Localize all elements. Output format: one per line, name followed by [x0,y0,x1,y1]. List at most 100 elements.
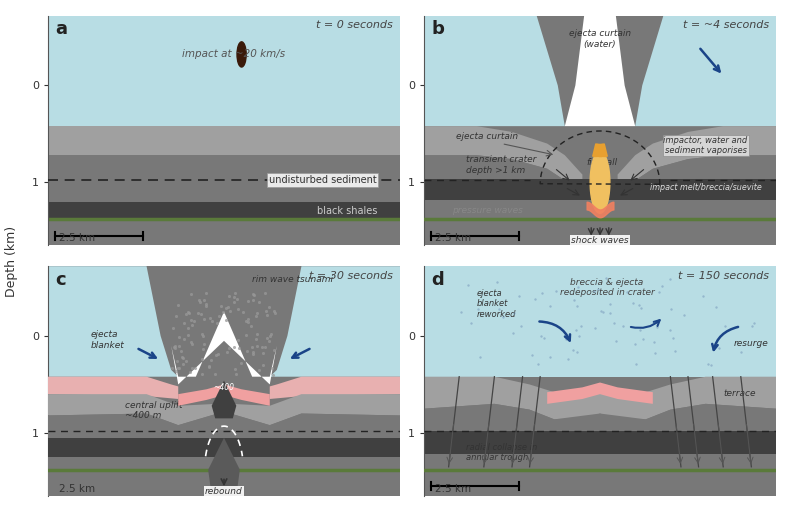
Point [635,304,648,312]
Point [197,332,210,340]
Point [202,362,215,371]
Polygon shape [48,470,400,496]
Point [199,300,212,308]
Point [713,344,726,352]
Polygon shape [48,438,400,457]
Polygon shape [424,219,776,245]
Point [663,275,676,283]
Point [710,303,722,312]
Text: ~400: ~400 [214,383,234,392]
Point [232,336,245,345]
Point [251,341,264,350]
Point [264,331,277,340]
Point [169,341,182,350]
Point [186,321,198,329]
Point [587,287,600,295]
Point [210,351,222,360]
Point [173,333,186,341]
Polygon shape [48,377,178,399]
Point [232,305,245,313]
Point [250,330,263,338]
Point [259,307,272,316]
Text: fireball: fireball [586,158,618,167]
Point [464,318,477,327]
Polygon shape [618,126,776,197]
Point [261,334,274,342]
Point [747,319,760,327]
Text: rebound: rebound [205,487,243,496]
Point [184,367,197,376]
Point [242,315,255,323]
Point [173,341,186,350]
Point [228,342,241,351]
Point [669,347,682,355]
Point [633,326,646,335]
Point [229,365,242,373]
Point [630,360,642,368]
Point [263,337,276,345]
Polygon shape [424,200,776,219]
Point [224,307,237,315]
Point [665,305,678,313]
Point [570,326,582,334]
Point [246,290,259,298]
Polygon shape [48,16,400,126]
Point [697,292,710,300]
Point [228,298,241,306]
Polygon shape [424,377,776,419]
Point [250,335,262,343]
Point [208,370,221,378]
Point [536,289,549,297]
Polygon shape [424,266,776,496]
Polygon shape [171,312,277,384]
Text: central uplift
~400 m: central uplift ~400 m [126,401,183,420]
Point [227,292,240,301]
Polygon shape [48,411,400,445]
Point [175,352,188,361]
Point [182,324,194,333]
Point [617,322,630,330]
Point [664,325,677,334]
Point [173,364,186,372]
Point [174,347,187,355]
Point [170,367,182,375]
Point [204,357,217,365]
Text: d: d [431,271,444,289]
Point [514,322,527,330]
Point [550,287,562,295]
Point [702,360,715,368]
Polygon shape [48,266,400,496]
Point [220,316,233,324]
Point [182,307,194,316]
Text: b: b [431,20,444,38]
Point [206,317,218,325]
Point [531,360,544,368]
Polygon shape [48,16,400,245]
Point [246,349,259,358]
Point [171,357,184,365]
Point [199,289,212,298]
Point [195,355,208,364]
Point [734,348,747,357]
Text: 2.5 km: 2.5 km [434,233,470,243]
Point [534,331,547,340]
Polygon shape [48,457,400,470]
Point [626,299,639,307]
Point [544,302,557,310]
Point [248,291,261,300]
Polygon shape [590,151,610,213]
Point [185,290,198,299]
Point [629,340,642,349]
Point [230,295,243,304]
Point [526,351,538,359]
Text: Depth (km): Depth (km) [6,226,18,296]
Point [211,350,224,358]
Point [220,348,233,356]
Point [567,296,580,304]
Point [594,307,607,316]
Text: impact at ~20 km/s: impact at ~20 km/s [182,50,285,60]
Point [182,330,194,339]
Point [265,329,278,338]
Point [253,298,266,306]
Text: terrace: terrace [723,389,756,398]
